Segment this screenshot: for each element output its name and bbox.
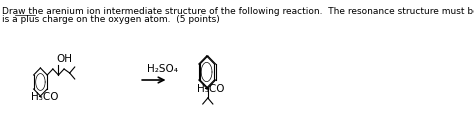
Text: H₃CO: H₃CO bbox=[197, 84, 225, 94]
Text: is a plus charge on the oxygen atom.  (5 points): is a plus charge on the oxygen atom. (5 … bbox=[2, 15, 220, 24]
Text: H₃CO: H₃CO bbox=[31, 92, 58, 102]
Text: Draw the arenium ion intermediate structure of the following reaction.  The reso: Draw the arenium ion intermediate struct… bbox=[2, 7, 474, 16]
Text: H₂SO₄: H₂SO₄ bbox=[147, 64, 178, 74]
Text: OH: OH bbox=[56, 54, 72, 64]
